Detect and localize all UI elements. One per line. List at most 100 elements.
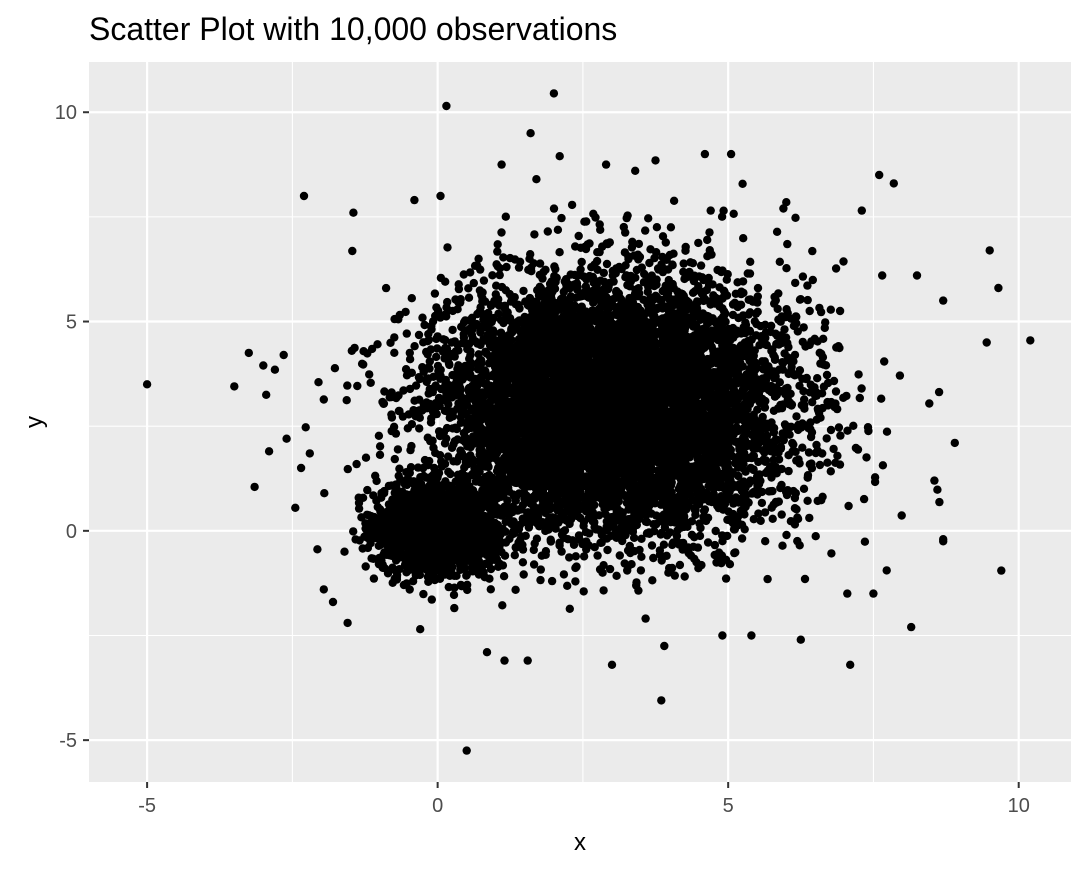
data-point (808, 398, 817, 407)
data-point (367, 512, 376, 521)
data-point (811, 448, 820, 458)
data-point (536, 575, 545, 585)
data-point (469, 556, 479, 565)
data-point (511, 543, 520, 552)
data-point (313, 545, 322, 554)
data-point (407, 441, 416, 451)
data-point (366, 378, 375, 387)
data-point (352, 459, 361, 469)
data-point (474, 254, 483, 263)
data-point (499, 572, 509, 581)
data-point (420, 540, 429, 549)
data-point (793, 536, 802, 546)
data-point (486, 564, 496, 574)
data-point (427, 529, 436, 538)
data-point (457, 501, 466, 510)
data-point (679, 259, 688, 268)
data-point (652, 223, 662, 232)
data-point (603, 545, 612, 555)
data-point (349, 527, 358, 536)
data-point (412, 540, 421, 549)
data-point (390, 348, 399, 357)
data-point (760, 508, 770, 517)
data-point (775, 257, 784, 266)
data-point (480, 559, 490, 569)
data-point (363, 485, 372, 495)
data-point (392, 546, 401, 555)
data-point (408, 577, 418, 586)
data-point (644, 214, 653, 223)
data-point (687, 530, 697, 539)
data-points (142, 89, 1035, 755)
data-point (501, 538, 511, 547)
data-point (637, 552, 646, 561)
data-point (694, 238, 703, 248)
data-point (466, 268, 475, 277)
data-point (402, 540, 411, 549)
data-point (808, 275, 817, 285)
data-point (637, 534, 646, 543)
data-point (493, 247, 502, 256)
data-point (377, 488, 386, 498)
data-point (429, 507, 438, 516)
data-point (402, 568, 411, 577)
data-point (413, 517, 422, 526)
data-point (480, 544, 489, 553)
data-point (395, 492, 404, 502)
data-point (933, 485, 942, 494)
data-point (372, 496, 381, 505)
data-point (367, 554, 376, 563)
data-point (370, 531, 379, 540)
data-point (319, 585, 328, 594)
data-point (615, 551, 624, 560)
data-point (355, 536, 364, 545)
data-point (431, 566, 441, 576)
data-point (348, 246, 357, 256)
data-point (773, 304, 782, 314)
data-point (420, 320, 429, 330)
data-point (403, 560, 413, 569)
data-point (385, 503, 395, 512)
data-point (419, 589, 428, 599)
data-point (420, 455, 430, 465)
data-point (485, 522, 494, 531)
data-point (374, 525, 384, 534)
data-point (378, 563, 387, 572)
data-point (519, 286, 528, 296)
data-point (388, 531, 397, 540)
data-point (529, 545, 538, 555)
data-point (599, 586, 608, 595)
data-point (385, 539, 394, 548)
data-point (416, 473, 425, 482)
data-point (798, 272, 808, 281)
data-point (739, 234, 748, 243)
data-point (382, 513, 391, 522)
data-point (432, 557, 442, 566)
data-point (392, 575, 402, 584)
chart-title: Scatter Plot with 10,000 observations (89, 11, 617, 47)
data-point (441, 380, 450, 389)
data-point (357, 513, 366, 522)
data-point (454, 524, 464, 533)
data-point (855, 393, 864, 403)
data-point (343, 464, 352, 474)
data-point (448, 562, 457, 572)
data-point (454, 280, 463, 289)
data-point (402, 579, 411, 588)
data-point (445, 526, 454, 535)
data-point (452, 551, 461, 560)
data-point (493, 240, 502, 249)
data-point (377, 538, 386, 548)
data-point (784, 466, 793, 476)
data-point (882, 427, 892, 436)
data-point (436, 273, 446, 283)
data-point (420, 518, 429, 527)
data-point (363, 543, 373, 553)
data-point (456, 580, 466, 590)
data-point (464, 539, 473, 549)
data-point (470, 522, 479, 531)
data-point (705, 228, 714, 237)
data-point (803, 295, 812, 305)
data-point (422, 473, 431, 482)
data-point (704, 273, 713, 283)
